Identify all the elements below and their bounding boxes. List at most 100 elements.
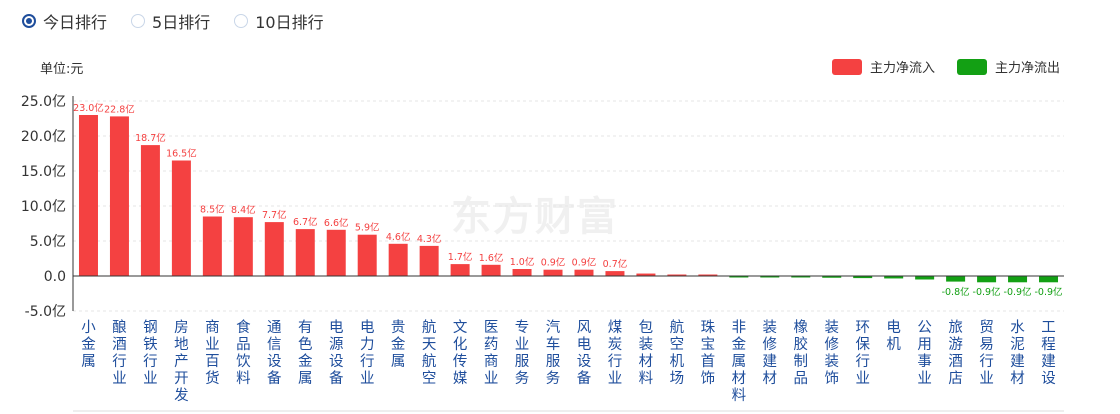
radio-unselected-icon: [131, 14, 146, 28]
tab-10day-ranking[interactable]: 10日排行: [234, 9, 324, 33]
x-category-label: 酿酒行业: [112, 319, 127, 387]
bar-data-label: -0.9亿: [973, 286, 1001, 298]
x-category-label: 贸易行业: [979, 319, 994, 387]
bar-风电设备: [574, 269, 594, 276]
unit-label: 单位:元: [40, 62, 83, 77]
watermark-text: 东方财富: [451, 194, 619, 240]
bar-包装材料: [636, 273, 656, 276]
bar-旅游酒店: [946, 276, 966, 282]
bar-航天航空: [419, 245, 439, 276]
x-category-label: 非金属材料: [732, 319, 747, 404]
x-category-label: 食品饮料: [236, 319, 251, 387]
bar-电源设备: [326, 229, 346, 276]
radio-unselected-icon: [234, 14, 249, 28]
tab-5day-ranking[interactable]: 5日排行: [131, 9, 210, 33]
bar-房地产开发: [171, 160, 191, 276]
x-category-label: 医药商业: [484, 320, 499, 387]
x-category-label: 专业服务: [515, 319, 530, 387]
bar-酿酒行业: [109, 116, 129, 277]
bar-食品饮料: [233, 217, 253, 276]
bar-data-label: 23.0亿: [73, 102, 104, 114]
radio-selected-icon: [22, 14, 36, 28]
bar-非金属材料: [729, 276, 749, 278]
bar-data-label: 0.9亿: [572, 257, 597, 269]
bar-钢铁行业: [140, 145, 160, 276]
bar-data-label: 8.4亿: [231, 204, 256, 216]
bar-data-label: 1.7亿: [448, 251, 473, 263]
bar-data-label: 6.6亿: [324, 217, 349, 229]
bar-通信设备: [264, 222, 284, 276]
bar-贸易行业: [977, 276, 997, 283]
bar-data-label: 7.7亿: [262, 209, 287, 221]
tab-today-label: 今日排行: [43, 13, 108, 32]
x-category-label: 贵金属: [391, 319, 406, 370]
x-category-label: 商业百货: [205, 319, 220, 387]
bar-航空机场: [667, 274, 687, 276]
y-tick-label: 0.0: [44, 269, 66, 285]
bar-橡胶制品: [791, 276, 811, 278]
x-category-label: 钢铁行业: [143, 319, 158, 387]
bar-小金属: [78, 115, 98, 276]
bar-水泥建材: [1008, 276, 1028, 283]
bar-医药商业: [481, 264, 501, 276]
x-category-label: 装修装饰: [824, 319, 839, 387]
x-category-label: 公用事业: [917, 320, 932, 387]
x-category-label: 电力行业: [360, 319, 375, 387]
legend-label: 主力净流出: [995, 61, 1060, 76]
bar-data-label: 0.7亿: [603, 258, 628, 270]
x-category-label: 包装材料: [639, 319, 654, 387]
x-category-label: 文化传媒: [453, 319, 468, 387]
legend-label: 主力净流入: [870, 61, 935, 76]
ranking-tabs: 今日排行 5日排行 10日排行: [22, 8, 348, 34]
x-category-label: 电机: [886, 319, 901, 353]
bar-电机: [884, 276, 904, 279]
bar-data-label: 4.3亿: [417, 233, 442, 245]
bar-data-label: 8.5亿: [200, 204, 225, 216]
x-category-label: 航天航空: [422, 319, 437, 387]
bar-工程建设: [1039, 276, 1059, 283]
bar-环保行业: [853, 276, 873, 279]
bar-data-label: -0.8亿: [942, 286, 970, 298]
bar-装修装饰: [822, 276, 842, 278]
y-tick-label: 25.0亿: [21, 94, 66, 110]
bar-煤炭行业: [605, 271, 625, 276]
x-category-label: 煤炭行业: [608, 319, 623, 387]
bar-data-label: 22.8亿: [104, 103, 135, 115]
x-category-label: 风电设备: [577, 319, 592, 387]
y-tick-label: 15.0亿: [21, 164, 66, 180]
tab-today-ranking[interactable]: 今日排行: [22, 9, 107, 33]
x-category-label: 有色金属: [298, 319, 313, 387]
bar-专业服务: [512, 269, 532, 276]
legend-swatch: [832, 59, 862, 75]
x-category-label: 珠宝首饰: [701, 319, 716, 387]
bar-data-label: 16.5亿: [166, 148, 197, 160]
y-tick-label: -5.0亿: [25, 304, 66, 320]
x-category-label: 水泥建材: [1010, 319, 1025, 387]
x-category-label: 橡胶制品: [794, 319, 809, 387]
bar-装修建材: [760, 276, 780, 278]
bar-data-label: 6.7亿: [293, 216, 318, 228]
bar-有色金属: [295, 229, 315, 276]
x-category-label: 装修建材: [763, 319, 778, 387]
bar-data-label: 18.7亿: [135, 132, 166, 144]
x-category-label: 环保行业: [855, 320, 870, 387]
x-category-label: 航空机场: [670, 319, 685, 387]
bar-商业百货: [202, 216, 222, 276]
bar-贵金属: [388, 243, 408, 276]
x-category-label: 房地产开发: [174, 319, 189, 404]
x-category-label: 电源设备: [329, 319, 344, 387]
x-category-label: 工程建设: [1041, 320, 1056, 387]
bar-data-label: 4.6亿: [386, 231, 411, 243]
tab-10day-label: 10日排行: [255, 13, 324, 32]
bar-data-label: 1.6亿: [479, 252, 504, 264]
y-tick-label: 5.0亿: [30, 234, 66, 250]
bar-data-label: 0.9亿: [541, 257, 566, 269]
bar-文化传媒: [450, 264, 470, 276]
bar-data-label: -0.9亿: [1004, 286, 1032, 298]
bar-data-label: 1.0亿: [510, 256, 535, 268]
legend-swatch: [957, 59, 987, 75]
x-category-label: 小金属: [81, 319, 96, 370]
y-tick-label: 10.0亿: [21, 199, 66, 215]
bar-公用事业: [915, 276, 935, 280]
y-tick-label: 20.0亿: [21, 129, 66, 145]
